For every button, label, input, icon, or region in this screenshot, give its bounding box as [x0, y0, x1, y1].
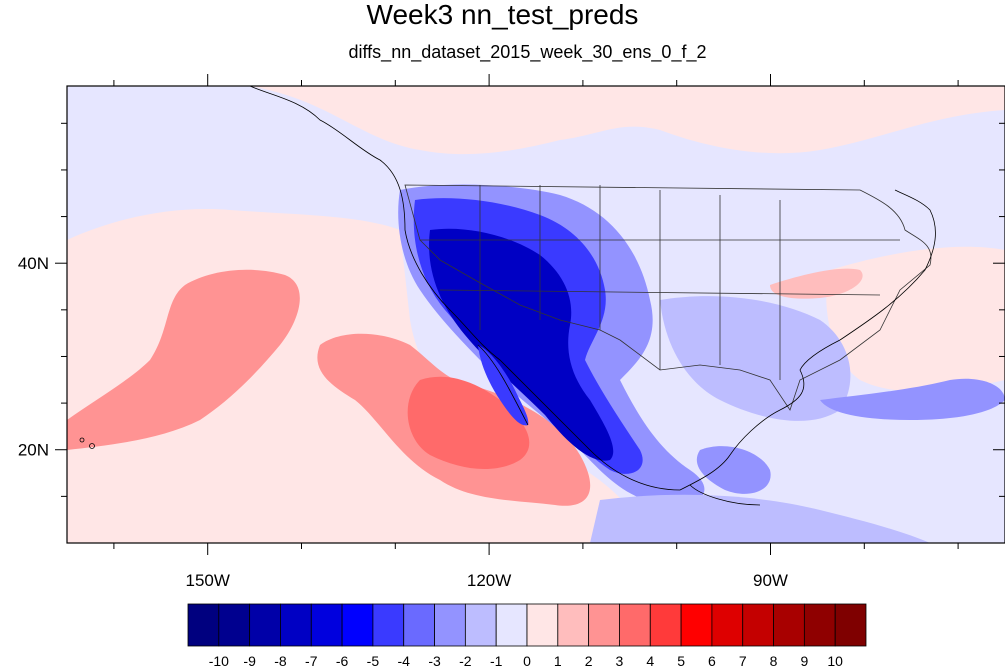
colorbar-label: -5 [367, 653, 380, 669]
colorbar-swatch [310, 603, 343, 647]
colorbar-swatch [619, 603, 651, 647]
colorbar-label: 8 [770, 653, 778, 669]
colorbar-label: 2 [585, 653, 593, 669]
coastlines [79, 86, 936, 506]
light-red-region-atlantic [826, 246, 1005, 392]
baja-peninsula-feature [478, 345, 529, 426]
map-field [67, 86, 1005, 543]
x-tick-label: 90W [753, 571, 788, 590]
y-tick-label: 40N [18, 254, 49, 273]
colorbar-label: 3 [616, 653, 624, 669]
blue-region-south [590, 494, 930, 543]
map-axes: 150W 120W 90W 40N 20N [18, 74, 1005, 590]
colorbar-label: 1 [554, 653, 562, 669]
colorbar-swatch [649, 603, 682, 647]
y-tick-label: 20N [18, 441, 49, 460]
colorbar-swatch [588, 603, 620, 647]
colorbar-swatch [711, 603, 744, 647]
blue-region-core [429, 228, 614, 461]
colorbar-swatch [834, 603, 867, 647]
colorbar-swatch [280, 603, 312, 647]
colorbar-label: 4 [646, 653, 654, 669]
colorbar-label: -1 [490, 653, 503, 669]
colorbar-label: -7 [305, 653, 318, 669]
blue-region-atlantic [820, 378, 1005, 420]
colorbar-swatch [434, 603, 466, 647]
colorbar-label: -6 [336, 653, 349, 669]
plot-subtitle: diffs_nn_dataset_2015_week_30_ens_0_f_2 [348, 42, 707, 62]
us-borders [404, 184, 932, 411]
colorbar-swatch [218, 603, 251, 647]
colorbar-label: 9 [800, 653, 808, 669]
colorbar-label: 0 [523, 653, 531, 669]
map-frame [66, 85, 1005, 544]
red-region-central-pacific [67, 269, 300, 450]
light-red-region-north [250, 86, 1005, 155]
red-region-darker-core [407, 376, 530, 470]
colorbar-swatch [803, 603, 836, 647]
colorbar-label: -3 [428, 653, 441, 669]
colorbar-swatch [526, 603, 559, 647]
colorbar-label: -2 [459, 653, 472, 669]
colorbar-label: 10 [827, 653, 843, 669]
colorbar-swatch [680, 603, 713, 647]
colorbar-label: 6 [708, 653, 716, 669]
blue-region-gulf [696, 446, 771, 494]
colorbar-swatch [187, 603, 220, 647]
colorbar-label: -4 [398, 653, 411, 669]
plot-title: Week3 nn_test_preds [366, 0, 639, 30]
colorbar-label: -8 [274, 653, 287, 669]
red-region-eastern-us [770, 268, 863, 299]
colorbar-swatch [495, 603, 528, 647]
colorbar-swatch [372, 603, 405, 647]
colorbar-swatch [557, 603, 590, 647]
colorbar-label: 5 [677, 653, 685, 669]
colorbar-swatch [742, 603, 774, 647]
x-tick-label: 120W [467, 571, 511, 590]
x-tick-label: 150W [185, 571, 229, 590]
colorbar-swatch [341, 603, 374, 647]
colorbar-swatch [464, 603, 497, 647]
colorbar-label: -9 [243, 653, 256, 669]
colorbar-swatch [249, 603, 281, 647]
colorbar-swatch [773, 603, 805, 647]
colorbar-label: -10 [209, 653, 229, 669]
colorbar: -10 -9 -8 -7 -6 -5 -4 -3 -2 -1 0 1 2 3 4 5 6 7 8 9 10 [187, 603, 867, 669]
colorbar-swatch [403, 603, 435, 647]
colorbar-label: 7 [739, 653, 747, 669]
